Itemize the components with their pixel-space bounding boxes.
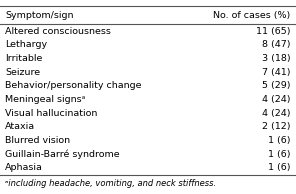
Text: Altered consciousness: Altered consciousness [5,27,111,36]
Text: 5 (29): 5 (29) [262,81,291,90]
Text: 11 (65): 11 (65) [256,27,291,36]
Text: 4 (24): 4 (24) [262,95,291,104]
Text: 4 (24): 4 (24) [262,109,291,118]
Text: 1 (6): 1 (6) [268,163,291,172]
Text: Ataxia: Ataxia [5,122,36,131]
Text: Visual hallucination: Visual hallucination [5,109,98,118]
Text: ᵃincluding headache, vomiting, and neck stiffness.: ᵃincluding headache, vomiting, and neck … [5,179,216,188]
Text: 7 (41): 7 (41) [262,68,291,77]
Text: 1 (6): 1 (6) [268,150,291,159]
Text: 3 (18): 3 (18) [262,54,291,63]
Text: Guillain-Barré syndrome: Guillain-Barré syndrome [5,149,120,159]
Text: Irritable: Irritable [5,54,43,63]
Text: Symptom/sign: Symptom/sign [5,10,74,20]
Text: Aphasia: Aphasia [5,163,43,172]
Text: 8 (47): 8 (47) [262,40,291,49]
Text: 2 (12): 2 (12) [262,122,291,131]
Text: Seizure: Seizure [5,68,41,77]
Text: Lethargy: Lethargy [5,40,47,49]
Text: Meningeal signsᵃ: Meningeal signsᵃ [5,95,86,104]
Text: Behavior/personality change: Behavior/personality change [5,81,142,90]
Text: No. of cases (%): No. of cases (%) [213,10,291,20]
Text: 1 (6): 1 (6) [268,136,291,145]
Text: Blurred vision: Blurred vision [5,136,70,145]
